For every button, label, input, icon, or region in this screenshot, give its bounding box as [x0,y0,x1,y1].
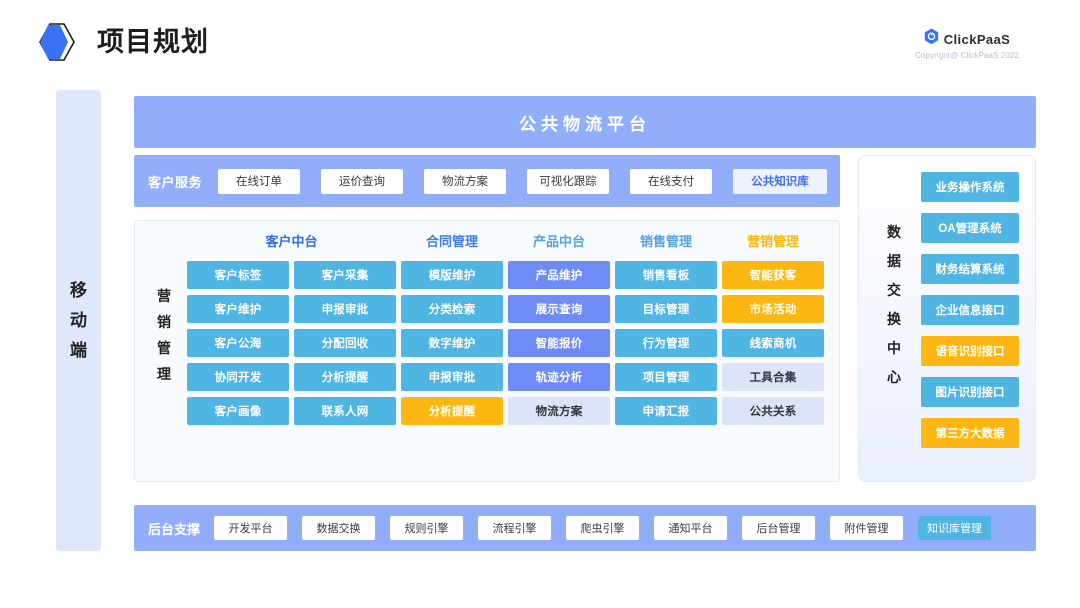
matrix-tile[interactable]: 智能报价 [508,329,610,357]
matrix-tile[interactable]: 申请汇报 [615,397,717,425]
matrix-tile[interactable]: 产品维护 [508,261,610,289]
marketing-label-char: 营 [157,288,171,304]
page-title: 项目规划 [97,27,209,57]
matrix-tile[interactable]: 客户维护 [187,295,289,323]
matrix-tile[interactable]: 项目管理 [615,363,717,391]
matrix-column-header: 销售管理 [639,234,692,249]
backend-support-chip[interactable]: 数据交换 [302,516,376,540]
backend-support-strip: 后台支撑 开发平台 数据交换 规则引擎 流程引擎 爬虫引擎 通知平台 后台管理 附件管理 知识库… [134,505,1036,551]
customer-service-label: 客户服务 [148,174,203,190]
marketing-matrix-card: 营销管理 客户中台 合同管理 产品中台 销售管理 营销管理 客户标签 客户采集 模版维护 产品… [134,220,840,482]
matrix-tile[interactable]: 分析提醒 [294,363,396,391]
page-header: 项目规划 ClickPaaS Copyright@ ClickPaaS 2022 [0,0,1080,78]
matrix-tile[interactable]: 分类检索 [401,295,503,323]
matrix-tile[interactable]: 销售看板 [615,261,717,289]
backend-support-chip[interactable]: 附件管理 [830,516,904,540]
marketing-label-char: 销 [157,314,171,330]
customer-service-chip[interactable]: 运价查询 [321,168,404,194]
matrix-tile[interactable]: 公共关系 [722,397,824,425]
exchange-tile[interactable]: 语音识别接口 [921,336,1019,366]
exchange-tile[interactable]: 财务结算系统 [921,254,1019,284]
customer-service-strip: 客户服务 在线订单 运价查询 物流方案 可视化跟踪 在线支付 公共知识库 [134,155,840,207]
mobile-client-rail: 移动端 [56,90,101,551]
backend-support-chip[interactable]: 爬虫引擎 [566,516,640,540]
exchange-label-char: 交 [887,282,901,298]
matrix-tile[interactable]: 申报审批 [401,363,503,391]
matrix-tile[interactable]: 联系人网 [294,397,396,425]
brand-block: ClickPaaS Copyright@ ClickPaaS 2022 [902,28,1032,60]
customer-service-chip[interactable]: 可视化跟踪 [527,168,610,194]
backend-support-chip[interactable]: 规则引擎 [390,516,464,540]
customer-service-chip[interactable]: 在线订单 [218,168,301,194]
copyright-text: Copyright@ ClickPaaS 2022 [914,51,1019,60]
hexagon-logo-icon [36,22,78,62]
platform-banner: 公共物流平台 [134,96,1036,148]
matrix-tile[interactable]: 模版维护 [401,261,503,289]
platform-banner-title: 公共物流平台 [519,114,651,134]
matrix-column-header: 合同管理 [425,234,478,249]
backend-support-chip[interactable]: 开发平台 [214,516,288,540]
matrix-tile[interactable]: 分配回收 [294,329,396,357]
backend-support-chip[interactable]: 流程引擎 [478,516,552,540]
exchange-label-char: 中 [887,340,901,356]
matrix-tile[interactable]: 物流方案 [508,397,610,425]
clickpaas-hexagon-icon [924,28,939,50]
exchange-tile[interactable]: OA管理系统 [921,213,1019,243]
matrix-tile[interactable]: 客户画像 [187,397,289,425]
exchange-tile[interactable]: 业务操作系统 [921,172,1019,202]
backend-support-chip[interactable]: 后台管理 [742,516,816,540]
matrix-tile[interactable]: 客户标签 [187,261,289,289]
matrix-column-header: 产品中台 [532,234,585,249]
marketing-vertical-label: 营销管理 [151,283,177,387]
exchange-tile[interactable]: 第三方大数据 [921,418,1019,448]
matrix-tile[interactable]: 目标管理 [615,295,717,323]
brand-name: ClickPaaS [943,31,1011,47]
mobile-rail-char: 端 [70,340,87,360]
data-exchange-center-panel: 数据交换中心 业务操作系统 OA管理系统 财务结算系统 企业信息接口 语音识别接口 图片识… [858,155,1036,482]
exchange-label-char: 心 [887,369,901,385]
matrix-tile[interactable]: 客户采集 [294,261,396,289]
exchange-tile[interactable]: 图片识别接口 [921,377,1019,407]
matrix-tile[interactable]: 智能获客 [722,261,824,289]
mobile-rail-char: 动 [70,310,87,330]
matrix-column-header: 营销管理 [746,234,799,249]
marketing-label-char: 理 [157,366,171,382]
matrix-tile[interactable]: 展示查询 [508,295,610,323]
matrix-tile[interactable]: 申报审批 [294,295,396,323]
customer-service-chip[interactable]: 公共知识库 [733,168,828,194]
matrix-column-headers: 客户中台 合同管理 产品中台 销售管理 营销管理 [187,231,829,257]
mobile-rail-char: 移 [70,280,87,300]
matrix-tile[interactable]: 市场活动 [722,295,824,323]
matrix-tile[interactable]: 协同开发 [187,363,289,391]
matrix-tile[interactable]: 客户公海 [187,329,289,357]
exchange-label-char: 据 [887,253,901,269]
matrix-tile[interactable]: 轨迹分析 [508,363,610,391]
matrix-tile[interactable]: 分析提醒 [401,397,503,425]
exchange-label-char: 数 [887,224,901,240]
matrix-tile-grid: 客户标签 客户采集 模版维护 产品维护 销售看板 智能获客 客户维护 申报审批 分类检索 展示查询… [187,261,829,425]
data-exchange-item-list: 业务操作系统 OA管理系统 财务结算系统 企业信息接口 语音识别接口 图片识别接口 第三方大… [921,172,1019,448]
matrix-tile[interactable]: 数字维护 [401,329,503,357]
backend-support-chip[interactable]: 知识库管理 [918,516,992,540]
marketing-label-char: 管 [157,340,171,356]
backend-support-chip[interactable]: 通知平台 [654,516,728,540]
data-exchange-vertical-label: 数据交换中心 [881,218,907,392]
matrix-tile[interactable]: 线索商机 [722,329,824,357]
exchange-label-char: 换 [887,311,901,327]
backend-support-items: 开发平台 数据交换 规则引擎 流程引擎 爬虫引擎 通知平台 后台管理 附件管理 知识库管理 [214,516,992,540]
customer-service-chip[interactable]: 物流方案 [424,168,507,194]
exchange-tile[interactable]: 企业信息接口 [921,295,1019,325]
customer-service-items: 在线订单 运价查询 物流方案 可视化跟踪 在线支付 公共知识库 [218,168,828,194]
customer-service-chip[interactable]: 在线支付 [630,168,713,194]
matrix-column-header: 客户中台 [265,234,318,249]
matrix-tile[interactable]: 工具合集 [722,363,824,391]
backend-support-label: 后台支撑 [148,521,201,537]
matrix-tile[interactable]: 行为管理 [615,329,717,357]
